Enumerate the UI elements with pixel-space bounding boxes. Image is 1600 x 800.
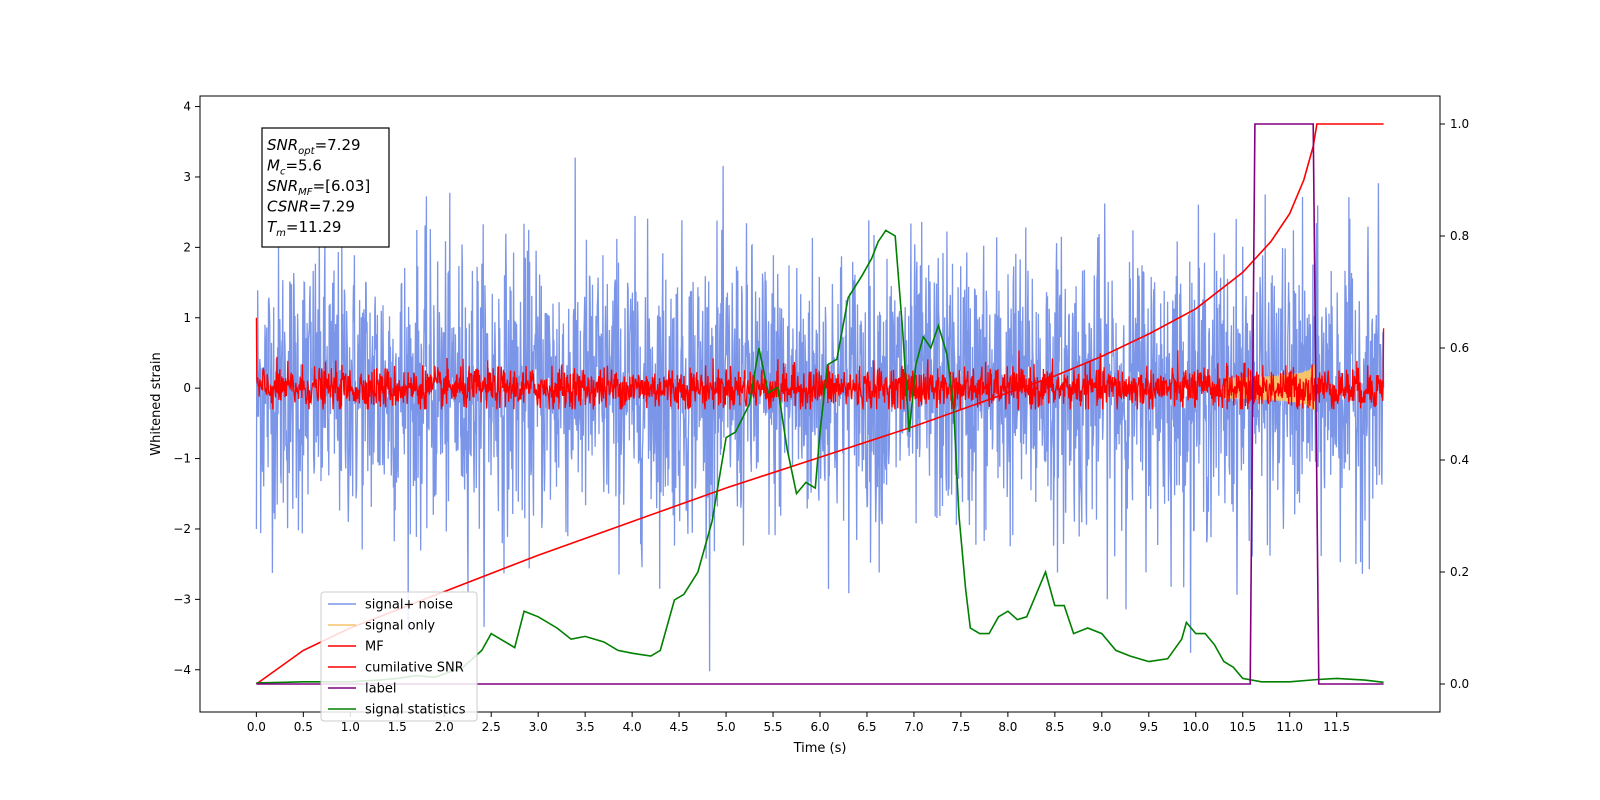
series-cumulative-snr: [255, 123, 1384, 685]
x-tick-label: 9.5: [1139, 720, 1158, 734]
legend-entry: MF: [365, 640, 384, 655]
annotation-line: Mc=5.6: [267, 157, 322, 178]
series-signal-statistics: [256, 229, 1384, 684]
y-tick-label: 0: [183, 381, 191, 395]
series-signal-only: [1223, 364, 1317, 411]
legend-entry: signal statistics: [365, 703, 466, 718]
legend: signal+ noise signal only MF cumilative SNR…: [320, 591, 478, 722]
x-tick-label: 4.5: [670, 720, 689, 734]
x-tick-label: 6.5: [857, 720, 876, 734]
annotation-line: SNRopt=7.29: [267, 136, 361, 157]
legend-entry: signal only: [365, 619, 435, 634]
plot-area: [255, 123, 1385, 685]
x-tick-label: 7.0: [904, 720, 923, 734]
y-tick-label: −2: [173, 522, 191, 536]
legend-entry: signal+ noise: [365, 598, 453, 613]
x-tick-label: 2.5: [482, 720, 501, 734]
x-tick-label: 7.5: [951, 720, 970, 734]
x-tick-label: 11.0: [1276, 720, 1303, 734]
y-tick-label: 3: [183, 170, 191, 184]
x-tick-label: 8.5: [1045, 720, 1064, 734]
annotation-line: Tm=11.29: [267, 218, 341, 239]
y-axis-label: Whitened strain: [149, 352, 164, 455]
x-tick-label: 3.5: [576, 720, 595, 734]
x-tick-label: 5.5: [763, 720, 782, 734]
y-axis-left: 4 3 2 1 0 −1 −2 −3 −4: [173, 100, 200, 677]
y2-tick-label: 0.0: [1450, 677, 1469, 691]
x-tick-label: 10.5: [1229, 720, 1256, 734]
annotation-frame: [261, 127, 390, 248]
x-tick-label: 1.0: [341, 720, 360, 734]
y-tick-label: 2: [183, 240, 191, 254]
x-tick-label: 8.0: [998, 720, 1017, 734]
legend-entry: label: [365, 682, 396, 697]
x-axis: 0.0 0.5 1.0 1.5 2.0 2.5 3.0 3.5 4.0 4.5 5.0 5.5 6.0 6…: [247, 712, 1350, 734]
y-axis-right: 1.0 0.8 0.6 0.4 0.2 0.0: [1440, 117, 1469, 691]
y2-tick-label: 1.0: [1450, 117, 1469, 131]
y-tick-label: −1: [173, 452, 191, 466]
series-mf: [255, 317, 1385, 411]
annotation-line: SNRMF=[6.03]: [267, 177, 370, 198]
x-tick-label: 4.0: [623, 720, 642, 734]
x-tick-label: 10.0: [1182, 720, 1209, 734]
y-tick-label: 1: [183, 311, 191, 325]
x-tick-label: 11.5: [1323, 720, 1350, 734]
annotation-line: CSNR=7.29: [267, 198, 355, 216]
y2-tick-label: 0.8: [1450, 229, 1469, 243]
x-tick-label: 6.0: [810, 720, 829, 734]
x-axis-label: Time (s): [793, 741, 847, 756]
y2-tick-label: 0.4: [1450, 453, 1469, 467]
series-label: [256, 123, 1384, 685]
legend-entry: cumilative SNR: [365, 661, 464, 676]
x-tick-label: 9.0: [1092, 720, 1111, 734]
x-tick-label: 2.0: [435, 720, 454, 734]
y-tick-label: −3: [173, 592, 191, 606]
y-tick-label: −4: [173, 663, 191, 677]
y-tick-label: 4: [183, 100, 191, 114]
x-tick-label: 1.5: [388, 720, 407, 734]
y2-tick-label: 0.6: [1450, 341, 1469, 355]
x-tick-label: 5.0: [717, 720, 736, 734]
x-tick-label: 3.0: [529, 720, 548, 734]
x-tick-label: 0.5: [294, 720, 313, 734]
y2-tick-label: 0.2: [1450, 565, 1469, 579]
legend-frame: [320, 591, 478, 722]
x-tick-label: 0.0: [247, 720, 266, 734]
